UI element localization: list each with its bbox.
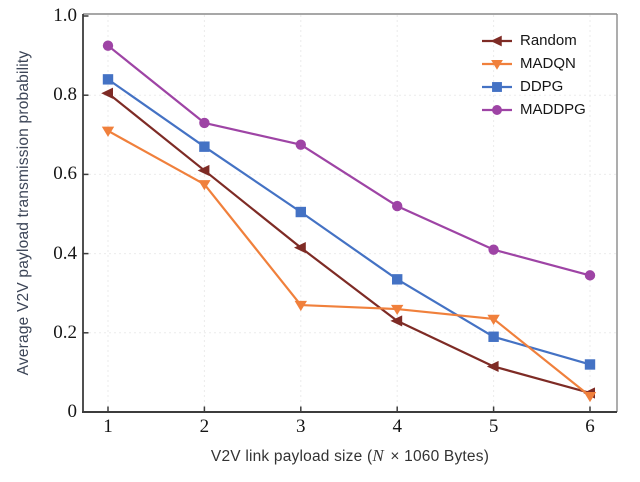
series-line-maddpg [107,44,591,277]
legend-swatch-square [482,81,512,92]
y-tick-label: 0 [67,401,78,422]
legend-triangle-left-icon [490,35,502,46]
legend-item-maddpg: MADDPG [482,98,586,121]
series-line-random [107,92,591,395]
legend-label: DDPG [520,78,564,95]
x-axis-title-variable: N [372,446,384,465]
series-marker-madqn [101,126,115,137]
x-tick-label: 5 [488,416,499,437]
y-tick-label: 0.6 [53,163,77,185]
series-marker-madqn [487,314,500,325]
y-axis-title: Average V2V payload transmission probabi… [15,3,37,423]
x-tick-label: 3 [296,416,306,437]
series-marker-ddpg [584,359,596,370]
legend-label: MADDPG [520,101,586,118]
series-marker-maddpg [584,270,596,281]
series-marker-ddpg [295,206,306,218]
series-marker-maddpg [488,244,499,255]
series-marker-maddpg [392,200,403,212]
legend-square-icon [492,81,502,92]
series-marker-random [294,242,306,254]
legend-item-ddpg: DDPG [482,75,586,98]
series-marker-madqn [198,180,211,191]
y-tick-label: 0.8 [53,84,77,106]
legend-label: Random [520,32,577,49]
series-marker-maddpg [102,40,114,51]
x-tick-label: 1 [103,416,113,437]
series-marker-madqn [294,300,307,312]
legend-swatch-triangle-down [482,59,512,70]
x-tick-label: 2 [199,416,210,437]
series-marker-madqn [583,391,597,403]
y-tick-label: 1.0 [53,5,77,26]
series-marker-ddpg [199,141,210,152]
series-marker-madqn [391,304,404,316]
series-marker-random [197,164,210,177]
legend-swatch-triangle-left [482,35,512,46]
series-line-madqn [107,129,591,398]
series-marker-maddpg [295,139,306,150]
series-marker-maddpg [199,117,210,129]
legend-item-random: Random [482,29,586,52]
legend-item-madqn: MADQN [482,52,586,75]
y-tick-label: 0.2 [53,321,77,343]
series-marker-random [390,315,403,327]
x-axis-title: V2V link payload size (N × 1060 Bytes) [83,446,617,466]
legend-triangle-down-icon [491,59,503,70]
series-marker-random [486,360,499,373]
legend: Random MADQN DDPG MADDPG [482,29,586,121]
x-tick-label: 4 [392,416,402,437]
x-tick-label: 6 [585,416,595,437]
legend-label: MADQN [520,55,576,72]
series-marker-ddpg [488,331,499,342]
x-axis-title-suffix: × 1060 Bytes) [385,448,490,465]
series-marker-ddpg [392,274,403,285]
series-marker-ddpg [102,74,114,85]
series-marker-random [101,87,113,99]
legend-swatch-circle [482,104,512,115]
y-tick-label: 0.4 [53,242,77,264]
series-line-ddpg [107,78,591,366]
x-axis-title-prefix: V2V link payload size ( [210,448,373,465]
legend-circle-icon [492,104,502,115]
